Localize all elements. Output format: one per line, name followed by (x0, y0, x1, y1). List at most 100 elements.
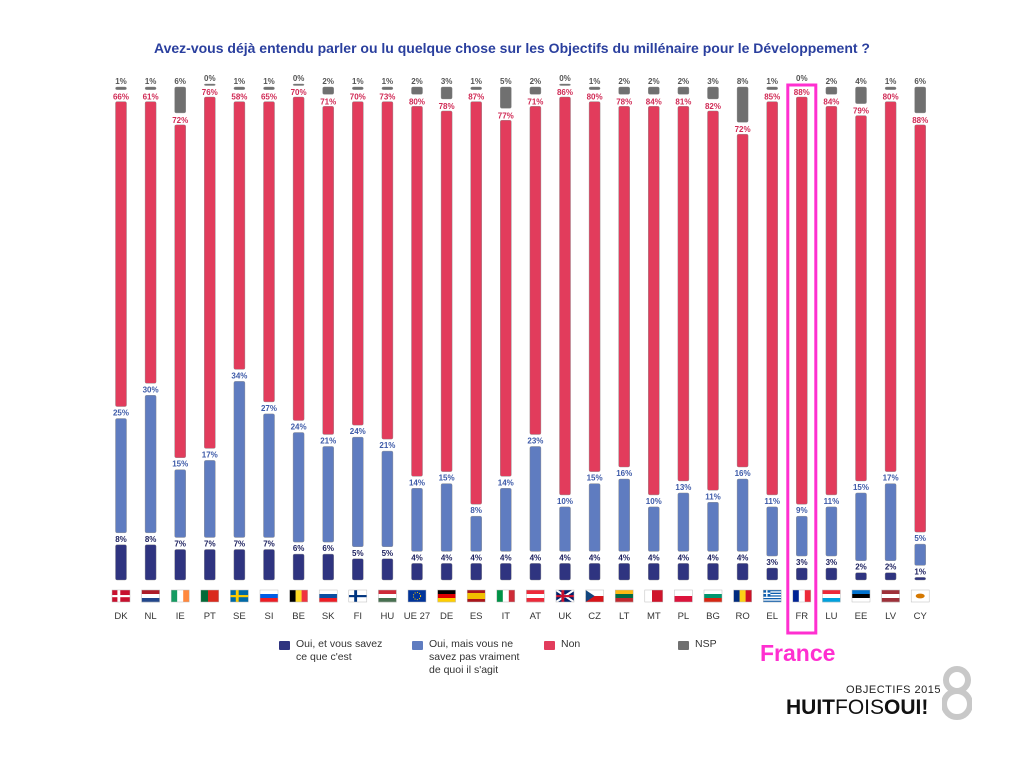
data-label-nsp: 8% (737, 77, 749, 86)
data-label-nsp: 6% (914, 77, 926, 86)
data-label-oui-vague: 30% (143, 385, 159, 394)
data-label-non: 58% (231, 93, 247, 102)
data-label-non: 85% (764, 93, 780, 102)
bar-nsp (855, 86, 867, 104)
bar-nsp (411, 86, 423, 95)
flag-border (762, 589, 782, 603)
bar-non (233, 101, 246, 370)
flag-stripe (615, 594, 634, 599)
flag-stripe (881, 594, 900, 599)
data-label-nsp: 1% (885, 77, 897, 86)
bar-oui-vague (292, 432, 305, 543)
flag-emblem (915, 593, 925, 599)
flag-stripe (644, 590, 652, 602)
bar-group-lv (884, 86, 897, 581)
flag-stripe (526, 590, 545, 595)
data-label-oui-sait: 7% (204, 539, 216, 548)
bar-non (648, 106, 660, 496)
data-label-oui-vague: 14% (409, 478, 425, 487)
bar-oui-vague (588, 483, 601, 552)
tick-label: CZ (588, 611, 601, 622)
bar-nsp (884, 86, 897, 90)
france-annotation: France (760, 640, 836, 666)
flag-stripe (763, 598, 782, 600)
flag-icon-fi (348, 589, 368, 603)
tick-label: SE (233, 611, 246, 622)
data-label-nsp: 1% (766, 77, 778, 86)
bar-nsp (825, 86, 838, 95)
tick-label: UE 27 (404, 611, 430, 622)
bar-group-de (440, 86, 453, 581)
bar-oui-sait (470, 563, 482, 581)
tick-label: IE (176, 611, 185, 622)
bar-oui-vague (914, 543, 926, 566)
tick-label: FR (795, 611, 808, 622)
flag-stripe (852, 590, 870, 595)
flag-icon-lt (614, 589, 634, 603)
chart-title: Avez-vous déjà entendu parler ou lu quel… (154, 40, 870, 56)
bar-group-si (263, 86, 275, 581)
bar-oui-sait (115, 544, 127, 581)
data-label-nsp: 1% (115, 77, 127, 86)
data-label-oui-vague: 10% (646, 497, 662, 506)
bar-oui-vague (618, 478, 630, 552)
data-label-oui-sait: 4% (648, 553, 660, 562)
bar-nsp (500, 86, 512, 109)
bar-oui-sait (914, 577, 926, 581)
flag-border (585, 589, 604, 603)
flag-icon-pt (200, 589, 220, 603)
bar-nsp (648, 86, 660, 95)
data-label-oui-sait: 5% (382, 549, 394, 558)
bar-nsp (292, 83, 305, 86)
data-label-oui-vague: 15% (439, 474, 455, 483)
flag-border (466, 589, 486, 603)
bar-nsp (381, 86, 394, 90)
bar-group-be (292, 83, 305, 581)
flag-border (792, 589, 812, 603)
flag-border (437, 589, 456, 603)
flag-border (703, 589, 723, 603)
flag-icon-ro (733, 589, 752, 603)
bar-non (707, 110, 719, 491)
data-label-oui-vague: 17% (883, 474, 899, 483)
data-label-non: 65% (261, 93, 277, 102)
data-label-nsp: 5% (500, 77, 512, 86)
flag-stripe (437, 590, 456, 595)
data-label-oui-sait: 2% (855, 563, 867, 572)
bar-oui-vague (736, 478, 749, 552)
flag-icon-bg (703, 589, 723, 603)
flag-stripe (177, 590, 184, 602)
data-label-oui-vague: 15% (172, 460, 188, 469)
tick-label: NL (145, 611, 157, 622)
flag-stripe (763, 600, 782, 603)
flags-layer (111, 589, 930, 603)
data-label-oui-sait: 4% (530, 553, 542, 562)
data-label-non: 70% (350, 93, 366, 102)
data-label-nsp: 1% (145, 77, 157, 86)
data-label-oui-vague: 8% (470, 506, 482, 515)
data-label-nsp: 0% (204, 74, 216, 83)
flag-stripe (739, 590, 746, 602)
data-label-oui-vague: 11% (764, 497, 780, 506)
data-label-non: 73% (379, 93, 395, 102)
data-label-oui-vague: 9% (796, 506, 808, 515)
flag-stripe (260, 590, 278, 595)
tick-label: BG (706, 611, 720, 622)
bar-group-ie (174, 86, 186, 581)
legend-swatch-non (544, 641, 555, 650)
flag-icon-ue-27 (407, 589, 427, 603)
bar-non (529, 106, 542, 435)
data-label-oui-sait: 8% (145, 535, 157, 544)
flag-stripe (141, 598, 160, 603)
bar-non (470, 101, 482, 505)
legend-label-nsp: NSP (695, 638, 717, 650)
flag-border (200, 589, 220, 603)
data-label-oui-vague: 15% (587, 474, 603, 483)
tick-label: DK (114, 611, 128, 622)
data-label-nsp: 0% (293, 74, 305, 83)
flag-stripe (208, 590, 219, 602)
legend-swatch-nsp (678, 641, 689, 650)
legend-label-oui-vague: Oui, mais vous ne savez pas vraiment de … (429, 638, 520, 676)
bar-nsp (233, 86, 246, 90)
data-label-oui-vague: 34% (231, 371, 247, 380)
